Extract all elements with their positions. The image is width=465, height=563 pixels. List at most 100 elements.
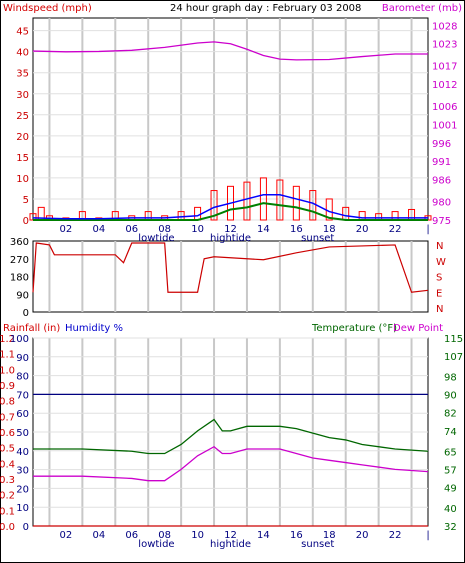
y-left-tick: 30 [16,90,29,101]
x-tick-label: 04 [92,224,105,235]
wind-speed-mark [259,177,267,221]
graph-title: 24 hour graph day : February 03 2008 [170,3,361,14]
temp-tick: 57 [444,465,457,476]
y-left-tick: 180 [10,273,29,284]
rainfall-label: Rainfall (in) [3,323,60,334]
x-tick-label: 02 [60,224,73,235]
compass-tick: W [436,257,446,268]
y-left-tick: 10 [16,174,29,185]
x-tick-label: 14 [257,530,270,541]
temp-tick: 32 [444,522,457,533]
humidity-tick: 20 [16,484,29,495]
x-tick-label: 16 [290,530,303,541]
humidity-tick: 30 [16,466,29,477]
y-left-tick: 0 [23,216,29,227]
y-right-tick: 975 [432,216,451,227]
x-tick-label: 20 [356,224,369,235]
wind-average-line [32,194,428,220]
rain-tick: 0.5 [0,444,15,455]
wind-speed-mark [210,190,218,221]
humidity-tick: 50 [16,428,29,439]
rain-tick: 1.2 [0,334,15,345]
event-label: hightide [210,233,251,244]
event-label: sunset [301,539,334,550]
temp-tick: 65 [444,447,457,458]
y-right-tick: 1023 [432,40,457,51]
y-left-tick: 90 [16,290,29,301]
x-tick-label: 08 [158,224,171,235]
y-right-tick: 996 [432,139,451,150]
y-right-tick: 1001 [432,121,457,132]
humidity-tick: 40 [16,447,29,458]
humidity-tick: 60 [16,409,29,420]
barometer-label: Barometer (mb) [382,3,462,14]
rain-tick: 0.3 [0,475,15,486]
temp-tick: 82 [444,409,457,420]
rain-tick: 0.2 [0,491,15,502]
x-tick-label: 06 [125,530,138,541]
y-right-tick: 1017 [432,62,457,73]
x-tick-label: 06 [125,224,138,235]
temp-tick: 74 [444,427,457,438]
y-right-tick: 991 [432,157,451,168]
x-tick-label: 22 [389,224,402,235]
compass-tick: S [436,273,442,284]
x-tick-label: 10 [191,530,204,541]
humidity-tick: 90 [16,353,29,364]
humidity-tick: 0 [23,522,29,533]
rain-tick: 0.4 [0,459,15,470]
y-left-tick: 270 [10,255,29,266]
y-left-tick: 25 [16,111,29,122]
humidity-tick: 70 [16,390,29,401]
y-left-tick: 15 [16,153,29,164]
event-label: sunset [301,233,334,244]
temp-tick: 49 [444,483,457,494]
rain-tick: 0.7 [0,412,15,423]
compass-tick: N [436,304,443,315]
y-left-tick: 5 [23,195,29,206]
plot-area-2 [32,240,429,313]
compass-tick: N [436,241,443,252]
x-tick-label: 18 [323,224,336,235]
y-left-tick: 45 [16,27,29,38]
x-tick-label: 02 [60,530,73,541]
temperature-label: Temperature (°F) [311,323,397,334]
event-label: lowtide [138,233,174,244]
dewpoint-line [33,445,429,482]
compass-tick: E [436,288,442,299]
event-label: hightide [210,539,251,550]
x-tick-label: 04 [92,530,105,541]
wind-speed-mark [292,185,300,221]
x-tick-label: 14 [257,224,270,235]
humidity-tick: 80 [16,372,29,383]
y-right-tick: 986 [432,176,451,187]
plot-area-1 [32,17,429,221]
y-right-tick: 1006 [432,102,457,113]
x-tick-label: 12 [224,530,237,541]
temp-tick: 107 [444,352,463,363]
rain-tick: 0.0 [0,522,15,533]
x-tick-label: 08 [158,530,171,541]
x-tick-label: 22 [389,530,402,541]
event-label: lowtide [138,539,174,550]
y-left-tick: 20 [16,132,29,143]
x-tick-label: 20 [356,530,369,541]
x-tick-label: 10 [191,224,204,235]
y-left-tick: 0 [23,308,29,319]
barometer-line [32,41,428,61]
humidity-tick: 10 [16,503,29,514]
temp-tick: 115 [444,334,463,345]
wind-speed-mark [243,181,251,221]
x-tick-label: 12 [224,224,237,235]
temp-tick: 98 [444,373,457,384]
y-right-tick: 1012 [432,80,457,91]
y-right-tick: 980 [432,198,451,209]
x-tick-label: 18 [323,530,336,541]
humidity-tick: 100 [10,334,29,345]
x-tick-label: 16 [290,224,303,235]
temperature-line [33,418,429,455]
rain-tick: 0.8 [0,397,15,408]
y-left-tick: 40 [16,48,29,59]
y-left-tick: 360 [10,237,29,248]
